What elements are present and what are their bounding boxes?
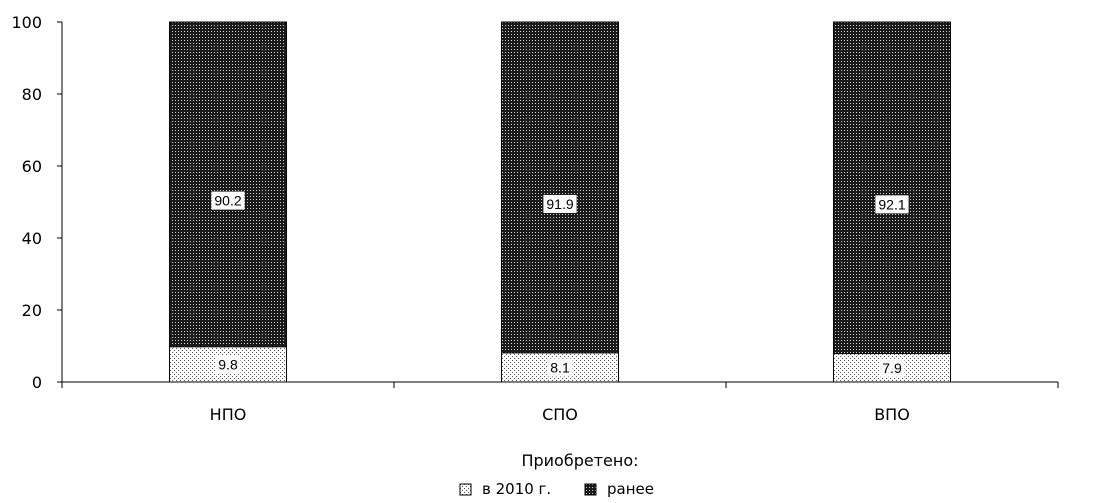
legend-label: ранее — [607, 480, 654, 498]
x-axis — [61, 381, 1059, 388]
data-label: 91.9 — [546, 196, 573, 212]
data-label: 90.2 — [214, 193, 241, 209]
data-labels-group: 9.8 90.2 8.1 91.9 7.9 92.1 — [211, 191, 909, 377]
data-label: 7.9 — [882, 360, 902, 376]
data-label-bg — [211, 191, 245, 210]
y-tick-label: 100 — [11, 13, 42, 32]
bar-segment-ranee — [501, 21, 619, 354]
legend-swatch — [584, 483, 597, 496]
data-label-bg — [875, 195, 909, 214]
data-label-bg — [547, 358, 573, 377]
y-tick-label: 60 — [22, 157, 42, 176]
legend: Приобретено: в 2010 г. ранее — [459, 451, 654, 498]
bar-segment-ranee — [833, 21, 951, 355]
bar-segment-ranee — [169, 21, 287, 348]
data-label: 9.8 — [218, 356, 238, 372]
data-label: 8.1 — [550, 359, 570, 375]
category-label: СПО — [542, 405, 578, 424]
y-tick-label: 40 — [22, 229, 42, 248]
category-labels-group: НПО СПО ВПО — [210, 405, 910, 424]
category-label: НПО — [210, 405, 247, 424]
data-label-bg — [879, 358, 905, 377]
data-label: 92.1 — [878, 196, 905, 212]
legend-label: в 2010 г. — [482, 480, 551, 498]
data-label-bg — [543, 194, 577, 213]
y-tick-label: 80 — [22, 85, 42, 104]
y-tick-label: 20 — [22, 301, 42, 320]
y-axis: 0 20 40 60 80 100 — [11, 13, 63, 392]
legend-swatch — [459, 483, 472, 496]
category-label: ВПО — [874, 405, 910, 424]
y-tick-label: 0 — [32, 373, 42, 392]
data-label-bg — [215, 355, 241, 374]
bars-group — [169, 21, 951, 383]
legend-title: Приобретено: — [521, 451, 638, 470]
